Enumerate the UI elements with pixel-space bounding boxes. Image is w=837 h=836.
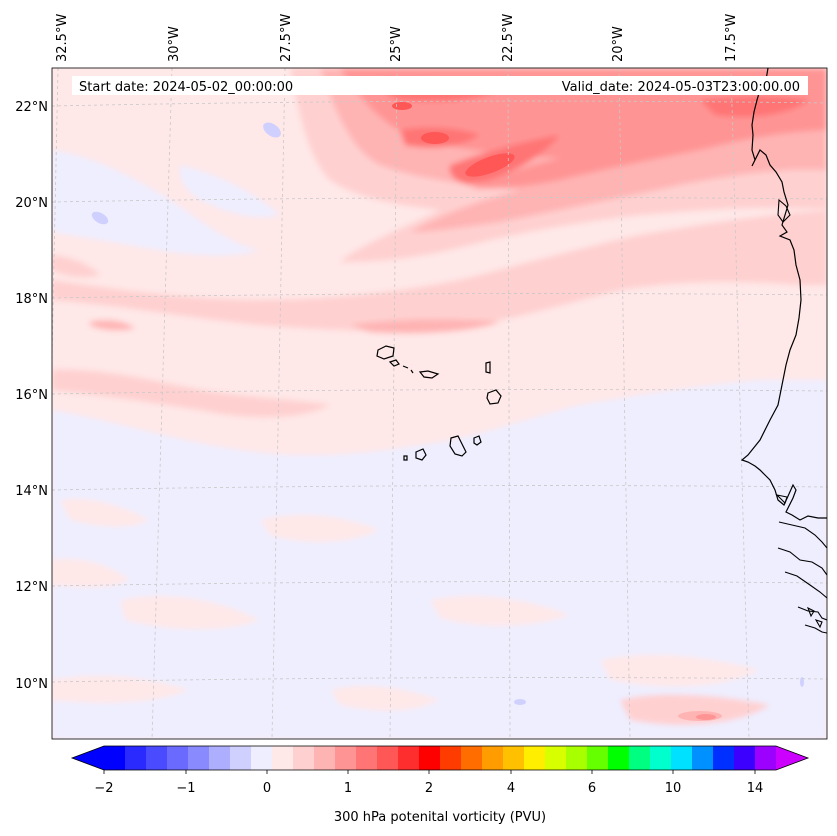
colorbar-segment <box>230 746 252 770</box>
lat-label: 16°N <box>15 388 48 403</box>
colorbar-title: 300 hPa potenital vorticity (PVU) <box>334 810 546 825</box>
colorbar-segment <box>125 746 147 770</box>
cb-tick-label: −1 <box>176 781 195 796</box>
valid-date-text: Valid_date: 2024-05-03T23:00:00.00 <box>562 80 800 95</box>
lon-label: 20°W <box>611 26 626 62</box>
colorbar-segments <box>104 746 777 770</box>
colorbar-segment <box>314 746 336 770</box>
colorbar-segment <box>272 746 294 770</box>
cape-verde-islands <box>376 345 502 461</box>
colorbar-segment <box>293 746 315 770</box>
colorbar-segment <box>503 746 525 770</box>
colorbar: −2 −1 0 1 2 4 6 10 14 300 hPa potenital … <box>70 745 810 825</box>
colorbar-segment <box>188 746 210 770</box>
start-date-text: Start date: 2024-05-02_00:00:00 <box>79 80 293 95</box>
colorbar-segment <box>440 746 462 770</box>
colorbar-segment <box>566 746 588 770</box>
colorbar-segment <box>629 746 651 770</box>
colorbar-segment <box>524 746 546 770</box>
lat-label: 20°N <box>15 196 48 211</box>
colorbar-segment <box>650 746 672 770</box>
lat-label: 14°N <box>15 484 48 499</box>
lon-label: 27.5°W <box>279 14 294 62</box>
cb-tick-label: 2 <box>425 781 433 796</box>
cb-tick-label: 14 <box>747 781 764 796</box>
colorbar-segment <box>461 746 483 770</box>
cb-tick-label: 1 <box>344 781 352 796</box>
lon-label: 22.5°W <box>501 14 516 62</box>
longitude-gridlines <box>52 68 750 739</box>
cb-tick-label: 10 <box>665 781 682 796</box>
lat-label: 18°N <box>15 292 48 307</box>
longitude-labels: 32.5°W 30°W 27.5°W 25°W 22.5°W 20°W 17.5… <box>55 14 739 62</box>
date-info-box <box>72 76 808 95</box>
colorbar-segment <box>671 746 693 770</box>
colorbar-segment <box>251 746 273 770</box>
colorbar-segment <box>167 746 189 770</box>
colorbar-tick-labels: −2 −1 0 1 2 4 6 10 14 <box>94 781 763 796</box>
lon-label: 17.5°W <box>724 14 739 62</box>
colorbar-segment <box>104 746 126 770</box>
colorbar-segment <box>587 746 609 770</box>
colorbar-segment <box>146 746 168 770</box>
colorbar-segment <box>545 746 567 770</box>
colorbar-segment <box>692 746 714 770</box>
colorbar-segment <box>713 746 735 770</box>
colorbar-segment <box>209 746 231 770</box>
lon-label: 25°W <box>389 26 404 62</box>
colorbar-segment <box>377 746 399 770</box>
colorbar-segment <box>398 746 420 770</box>
cb-tick-label: 4 <box>507 781 515 796</box>
colorbar-segment <box>755 746 777 770</box>
map-frame <box>51 67 828 740</box>
colorbar-segment <box>734 746 756 770</box>
colorbar-ticks <box>103 770 756 774</box>
colorbar-segment <box>356 746 378 770</box>
colorbar-over-arrow <box>776 746 808 770</box>
colorbar-segment <box>419 746 441 770</box>
lat-label: 10°N <box>15 677 48 692</box>
cb-tick-label: 6 <box>588 781 596 796</box>
lon-label: 30°W <box>167 26 182 62</box>
colorbar-segment <box>335 746 357 770</box>
pv-field <box>52 68 827 739</box>
colorbar-segment <box>482 746 504 770</box>
colorbar-segment <box>608 746 630 770</box>
cb-tick-label: 0 <box>263 781 271 796</box>
latitude-labels: 22°N 20°N 18°N 16°N 14°N 12°N 10°N <box>15 100 48 692</box>
lon-label: 32.5°W <box>55 14 70 62</box>
cb-tick-label: −2 <box>94 781 113 796</box>
lat-label: 12°N <box>15 580 48 595</box>
colorbar-under-arrow <box>72 746 104 770</box>
lat-label: 22°N <box>15 100 48 115</box>
latitude-gridlines <box>52 100 827 683</box>
